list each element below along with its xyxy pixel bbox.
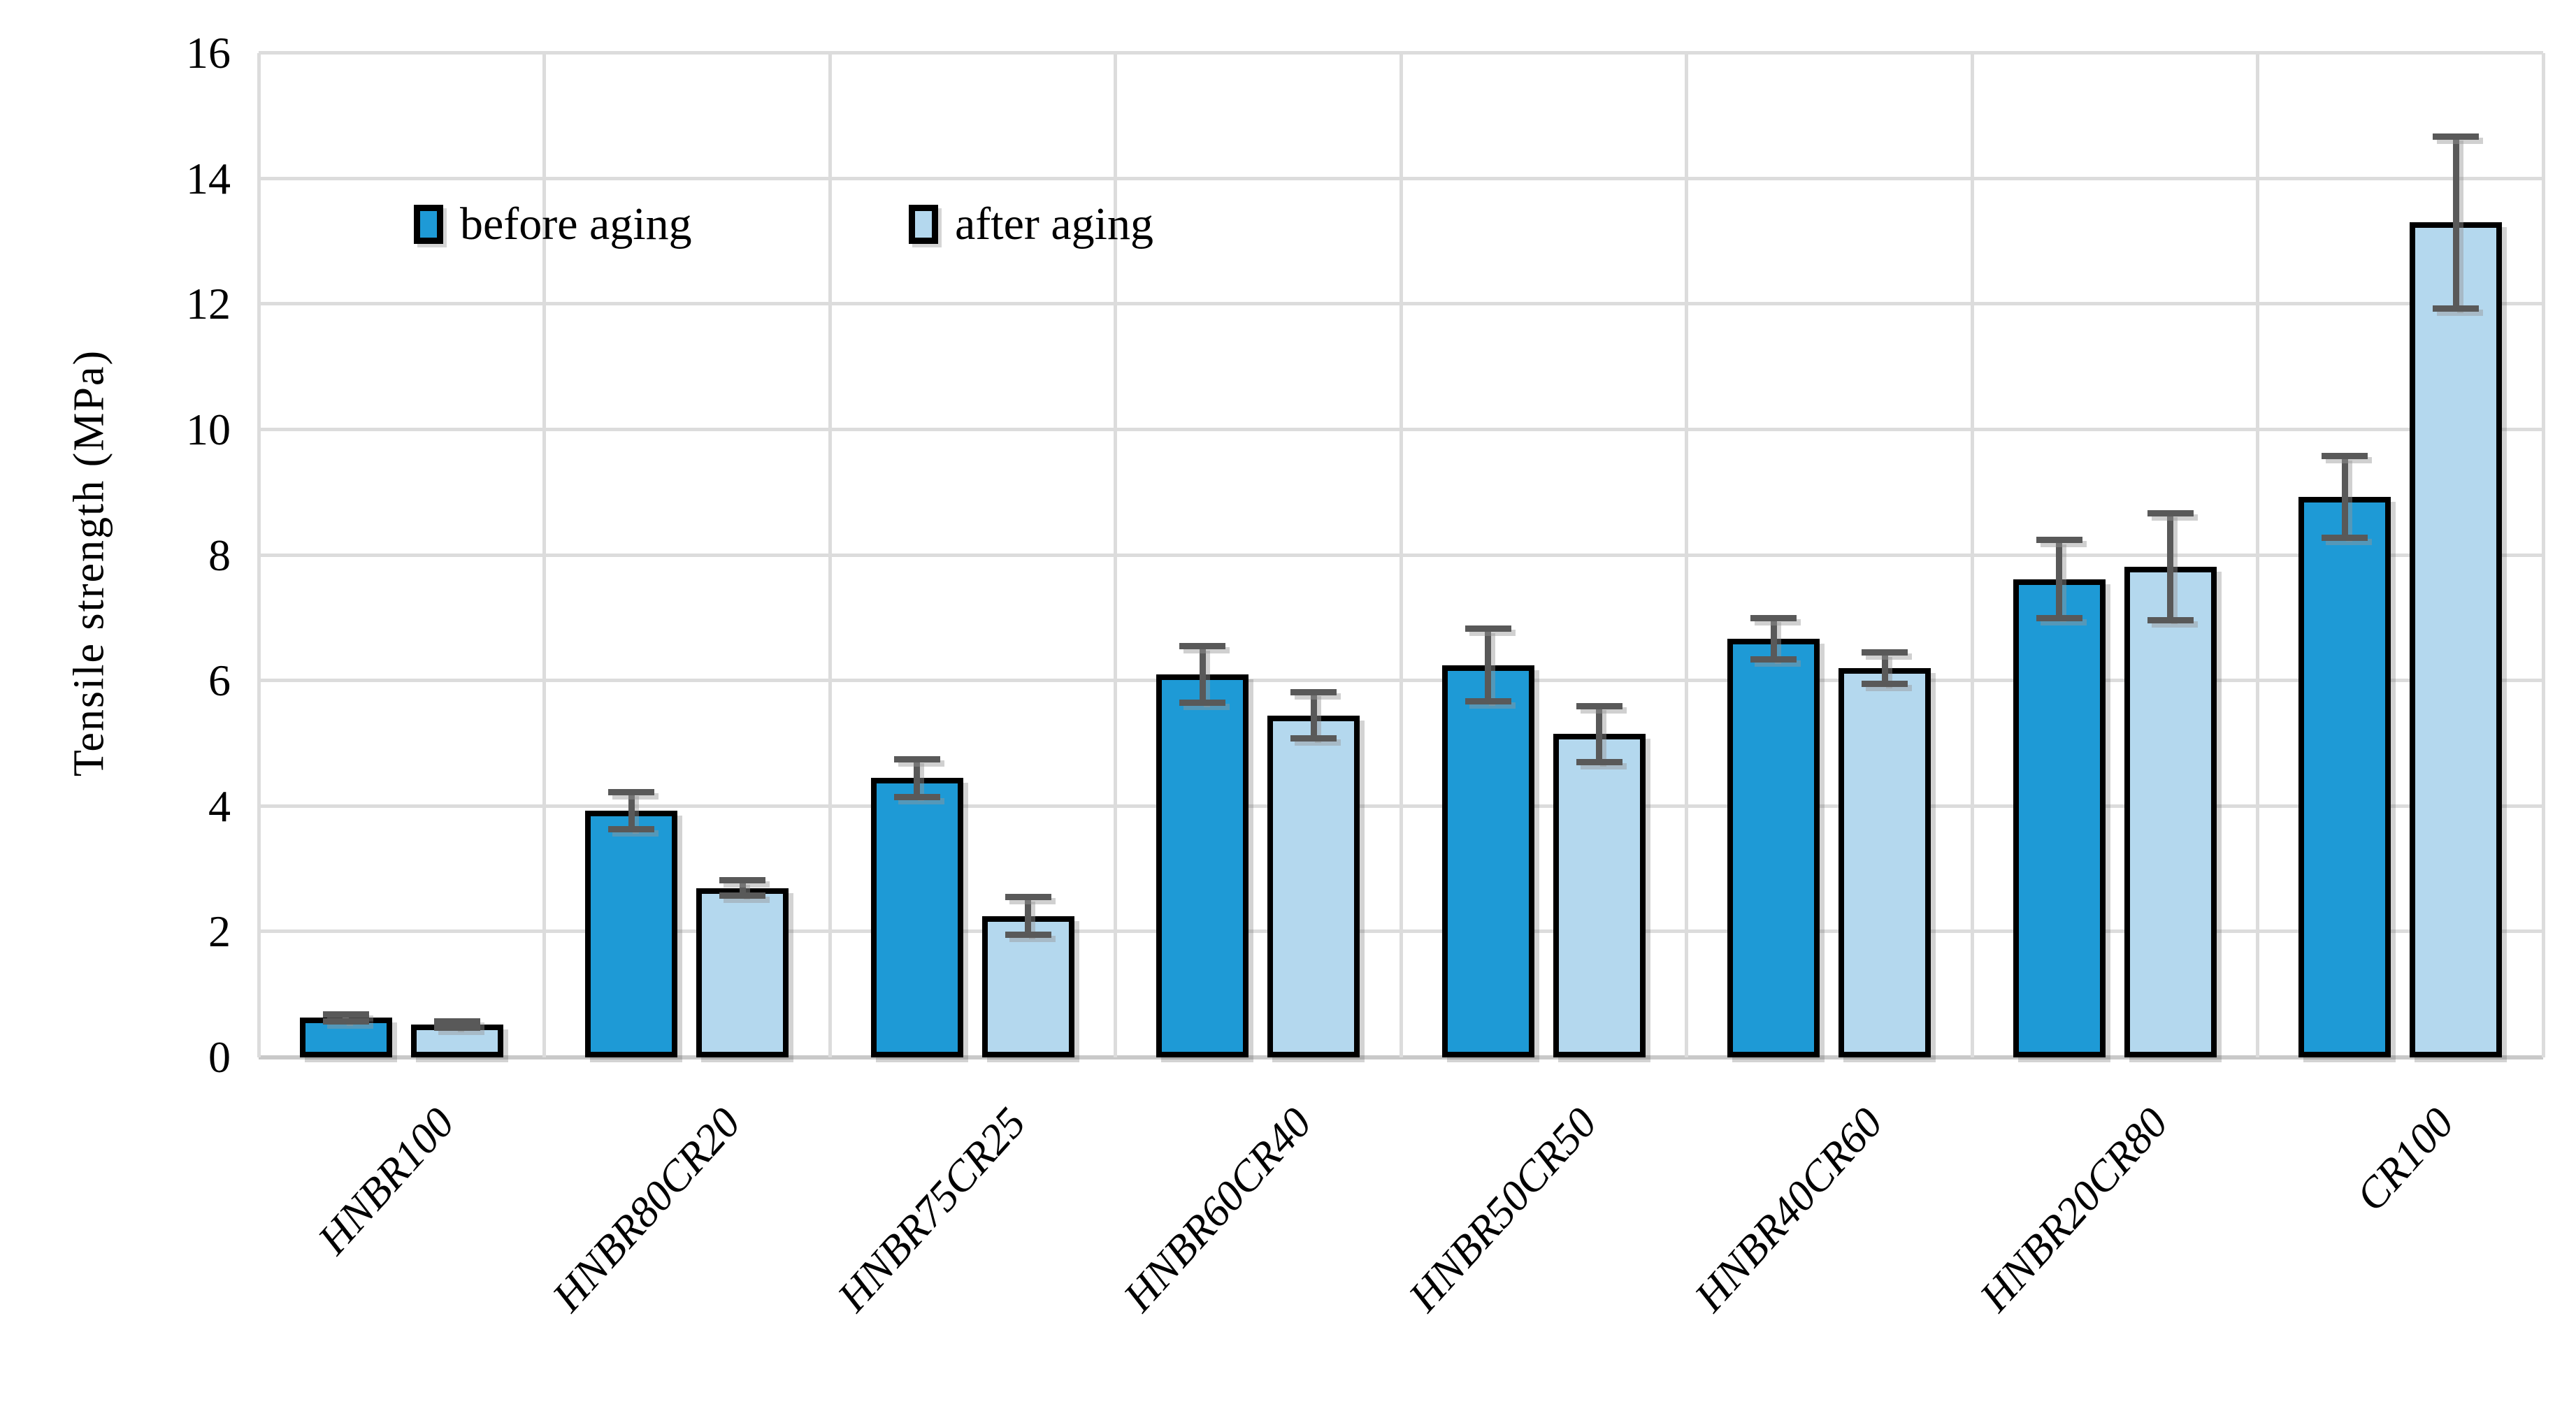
error-bar-top-cap: [2322, 453, 2368, 460]
error-bar-line: [2341, 456, 2348, 538]
legend-item-before-aging: before aging: [414, 201, 692, 247]
error-bar-top-cap: [893, 755, 940, 762]
bar-after-CR100: [2410, 222, 2503, 1057]
error-bar-top-cap: [1862, 649, 1908, 656]
vertical-gridline: [1685, 53, 1688, 1057]
x-category-label: CR100: [2347, 1099, 2463, 1221]
bar-after-HNBR50CR50: [1553, 734, 1646, 1057]
x-category-label: HNBR100: [309, 1099, 464, 1264]
plot-area: [257, 51, 2545, 1059]
error-bar-bottom-cap: [719, 892, 766, 899]
x-category-label: HNBR60CR40: [1114, 1099, 1321, 1321]
bar-before-HNBR40CR60: [1727, 638, 1820, 1057]
error-bar-bottom-cap: [2322, 534, 2368, 541]
error-bar-top-cap: [2433, 133, 2480, 140]
bar-after-HNBR75CR25: [981, 916, 1074, 1057]
error-bar-top-cap: [433, 1018, 480, 1025]
error-bar-top-cap: [1465, 625, 1511, 632]
x-axis-line: [259, 1055, 2543, 1059]
error-bar-line: [1881, 652, 1888, 684]
error-bar-bottom-cap: [1862, 681, 1908, 688]
vertical-gridline: [542, 53, 546, 1057]
bar-before-HNBR75CR25: [870, 778, 963, 1057]
error-bar-line: [1025, 897, 1032, 935]
error-bar-bottom-cap: [1179, 700, 1226, 707]
error-bar-bottom-cap: [1750, 656, 1797, 663]
legend-label-after-aging: after aging: [955, 198, 1154, 249]
error-bar-top-cap: [1179, 643, 1226, 650]
x-category-label: HNBR75CR25: [828, 1099, 1035, 1321]
vertical-gridline: [1399, 53, 1403, 1057]
error-bar-line: [1485, 628, 1492, 702]
error-bar-top-cap: [1750, 614, 1797, 621]
error-bar-line: [914, 759, 921, 797]
error-bar-top-cap: [1576, 702, 1622, 709]
bar-before-HNBR80CR20: [585, 811, 678, 1057]
y-tick-label: 14: [186, 153, 231, 203]
vertical-gridline: [2256, 53, 2259, 1057]
error-bar-line: [2167, 513, 2174, 620]
error-bar-bottom-cap: [322, 1018, 369, 1025]
error-bar-top-cap: [2036, 537, 2082, 544]
vertical-gridline: [2541, 53, 2545, 1057]
y-tick-label: 12: [186, 279, 231, 329]
bar-after-HNBR60CR40: [1267, 715, 1360, 1057]
y-tick-label: 4: [208, 781, 231, 831]
error-bar-bottom-cap: [1290, 735, 1337, 742]
error-bar-bottom-cap: [2147, 616, 2194, 623]
y-tick-label: 16: [186, 28, 231, 78]
error-bar-top-cap: [1290, 688, 1337, 695]
error-bar-line: [1199, 646, 1206, 703]
error-bar-top-cap: [719, 877, 766, 884]
error-bar-bottom-cap: [893, 793, 940, 800]
error-bar-line: [1310, 692, 1317, 739]
error-bar-bottom-cap: [2036, 614, 2082, 621]
error-bar-bottom-cap: [608, 826, 655, 833]
legend-swatch-before-aging: [414, 205, 443, 244]
error-bar-line: [628, 792, 635, 830]
bar-after-HNBR40CR60: [1839, 668, 1931, 1057]
bar-before-CR100: [2298, 496, 2391, 1057]
error-bar-bottom-cap: [433, 1025, 480, 1032]
bar-before-HNBR20CR80: [2013, 579, 2106, 1057]
legend-label-before-aging: before aging: [460, 198, 692, 249]
error-bar-top-cap: [2147, 509, 2194, 516]
y-tick-label: 0: [208, 1032, 231, 1082]
vertical-gridline: [257, 53, 261, 1057]
error-bar-bottom-cap: [1005, 932, 1051, 939]
vertical-gridline: [828, 53, 832, 1057]
error-bar-line: [1596, 706, 1603, 762]
error-bar-bottom-cap: [2433, 305, 2480, 312]
legend-item-after-aging: after aging: [909, 201, 1153, 247]
y-tick-label: 8: [208, 530, 231, 580]
bar-before-HNBR50CR50: [1441, 665, 1534, 1057]
error-bar-top-cap: [608, 788, 655, 795]
bar-after-HNBR80CR20: [696, 888, 789, 1057]
vertical-gridline: [1114, 53, 1117, 1057]
y-tick-label: 2: [208, 906, 231, 957]
error-bar-line: [739, 880, 746, 896]
error-bar-top-cap: [1005, 894, 1051, 901]
x-category-label: HNBR80CR20: [543, 1099, 750, 1321]
y-tick-label: 6: [208, 656, 231, 706]
error-bar-bottom-cap: [1576, 759, 1622, 766]
x-category-label: HNBR50CR50: [1399, 1099, 1606, 1321]
error-bar-line: [343, 1014, 350, 1022]
gridline: [259, 51, 2543, 55]
error-bar-line: [1770, 618, 1777, 660]
x-category-label: HNBR20CR80: [1971, 1099, 2178, 1321]
x-category-label: HNBR40CR60: [1685, 1099, 1892, 1321]
bar-before-HNBR60CR40: [1156, 674, 1249, 1057]
legend-swatch-after-aging: [909, 205, 938, 244]
error-bar-line: [2056, 540, 2063, 619]
vertical-gridline: [1970, 53, 1974, 1057]
bar-after-HNBR20CR80: [2124, 566, 2217, 1057]
error-bar-line: [2452, 136, 2459, 309]
error-bar-top-cap: [322, 1011, 369, 1018]
y-tick-label: 10: [186, 404, 231, 454]
error-bar-bottom-cap: [1465, 698, 1511, 705]
